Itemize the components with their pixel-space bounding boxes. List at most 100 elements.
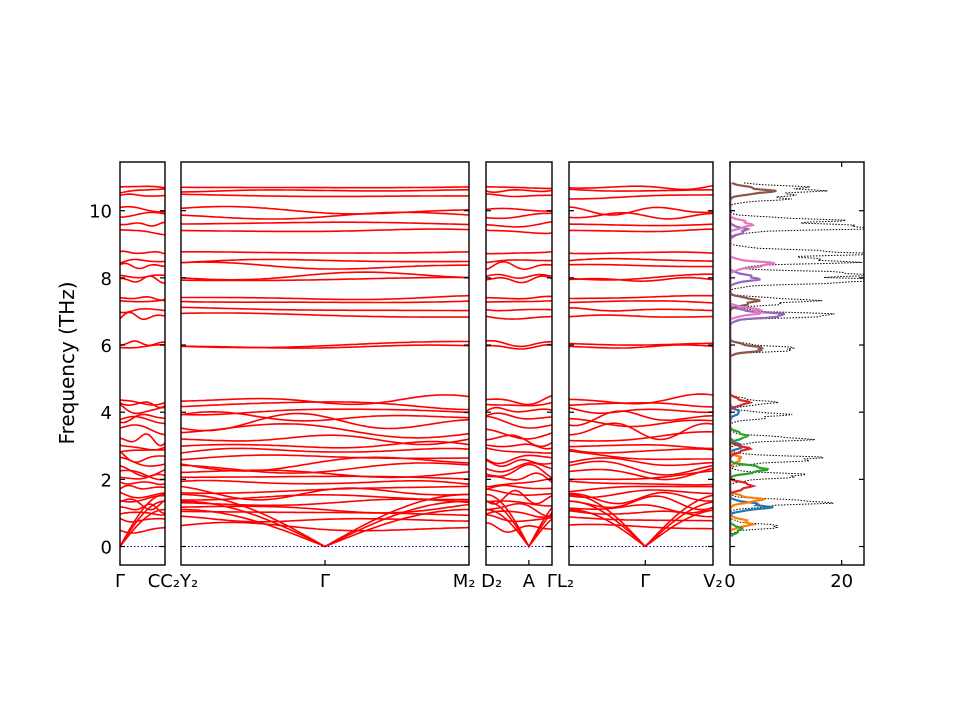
panel-frame [729, 161, 865, 566]
phonon-band [569, 431, 713, 442]
phonon-band [569, 410, 713, 427]
phonon-band [181, 193, 469, 198]
phonon-band [486, 454, 552, 465]
phonon-band [181, 408, 469, 416]
phonon-band [569, 516, 713, 522]
phonon-band [120, 311, 165, 320]
phonon-band [120, 211, 165, 218]
phonon-band [181, 475, 469, 480]
bands-layer [120, 184, 713, 549]
phonon-band [569, 273, 713, 281]
phonon-band [181, 300, 469, 304]
phonon-band [569, 294, 713, 300]
phonon-band [181, 186, 469, 189]
phonon-band [120, 415, 165, 425]
phonon-band [181, 410, 469, 422]
phonon-band [181, 479, 469, 485]
phonon-band [486, 510, 552, 519]
panel-frame [119, 161, 166, 566]
phonon-band [486, 308, 552, 312]
phonon-band [181, 434, 469, 446]
phonon-band [486, 212, 552, 220]
phonon-band [486, 315, 552, 320]
phonon-band [486, 412, 552, 420]
phonon-band [120, 275, 165, 284]
phonon-band [181, 454, 469, 461]
phonon-band [569, 344, 713, 349]
phonon-band [120, 444, 165, 451]
dos-x-tick-label: 20 [830, 571, 853, 592]
y-tick-label: 4 [101, 403, 112, 424]
phonon-band [569, 491, 713, 505]
total-dos-curve [730, 182, 864, 537]
phonon-band [486, 188, 552, 193]
acoustic-branch [486, 508, 552, 548]
phonon-band [569, 450, 713, 461]
phonon-band [181, 312, 469, 318]
phonon-band [181, 412, 469, 432]
phonon-band [486, 415, 552, 429]
acoustic-branch [120, 500, 165, 547]
phonon-band [569, 251, 713, 255]
phonon-band [486, 434, 552, 448]
phonon-band [569, 212, 713, 220]
phonon-band [181, 228, 469, 233]
phonon-band [181, 401, 469, 411]
phonon-band [120, 250, 165, 255]
phonon-band [486, 295, 552, 300]
phonon-band [120, 503, 165, 514]
phonon-band [486, 259, 552, 264]
panel-frame [485, 161, 553, 566]
phonon-band [120, 491, 165, 499]
phonon-band [181, 251, 469, 254]
phonon-band [569, 257, 713, 262]
phonon-band [486, 193, 552, 198]
phonon-band [120, 205, 165, 213]
y-tick-label: 10 [89, 202, 112, 223]
phonon-band [486, 207, 552, 212]
phonon-band [486, 273, 552, 280]
phonon-band [120, 403, 165, 415]
y-tick-label: 6 [101, 336, 112, 357]
phonon-band [181, 510, 469, 517]
phonon-band [486, 514, 552, 523]
phonon-band [120, 473, 165, 480]
phonon-band [569, 206, 713, 216]
phonon-band [486, 229, 552, 235]
phonon-band [120, 399, 165, 406]
phonon-band [569, 504, 713, 514]
phonon-band [486, 463, 552, 479]
phonon-band [120, 526, 165, 534]
phonon-band [486, 220, 552, 228]
dos-layer [730, 181, 864, 538]
phonon-band [181, 485, 469, 495]
phonon-band [569, 393, 713, 405]
acoustic-branch [181, 500, 469, 548]
phonon-band [486, 502, 552, 518]
phonon-band [181, 515, 469, 523]
phonon-band [569, 223, 713, 227]
phonon-band [120, 433, 165, 447]
phonon-band [569, 276, 713, 283]
phonon-band [569, 495, 713, 511]
phonon-band [120, 484, 165, 490]
phonon-band [181, 521, 469, 532]
phonon-band [181, 271, 469, 281]
y-tick-label: 8 [101, 269, 112, 290]
phonon-band [120, 229, 165, 236]
phonon-band [181, 494, 469, 501]
phonon-band [120, 498, 165, 511]
band-panel-2 [181, 186, 469, 548]
phonon-band [569, 509, 713, 518]
phonon-band [120, 456, 165, 467]
phonon-band [120, 343, 165, 349]
phonon-band [569, 314, 713, 318]
dos-x-tick-label: 0 [724, 571, 735, 592]
phonon-band [486, 251, 552, 255]
phonon-band [120, 469, 165, 481]
phonon-band [486, 185, 552, 190]
phonon-band [120, 221, 165, 227]
phonon-band [486, 275, 552, 284]
